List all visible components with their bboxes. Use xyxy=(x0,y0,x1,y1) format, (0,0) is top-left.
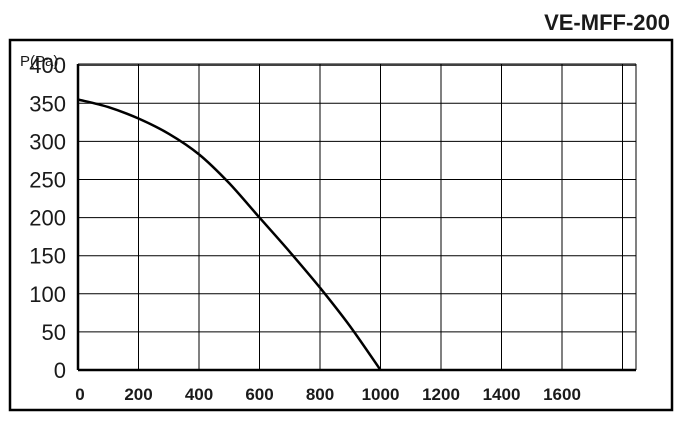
y-tick-label: 400 xyxy=(29,53,66,78)
x-tick-label: 800 xyxy=(306,385,334,404)
x-tick-label: 200 xyxy=(124,385,152,404)
y-tick-label: 200 xyxy=(29,206,66,231)
x-tick-label: 1000 xyxy=(362,385,400,404)
series-layer xyxy=(77,98,382,371)
y-tick-label: 0 xyxy=(54,358,66,383)
x-tick-label: 0 xyxy=(75,385,84,404)
axis-ticks: 0 50 100 150 200 250 300 350 400 0 200 400 600 800 100… xyxy=(29,53,581,404)
x-tick-label: 1200 xyxy=(422,385,460,404)
chart-title: VE-MFF-200 xyxy=(544,10,670,35)
y-tick-label: 50 xyxy=(42,320,66,345)
series-line xyxy=(77,98,382,371)
x-tick-label: 1600 xyxy=(543,385,581,404)
y-tick-label: 150 xyxy=(29,244,66,269)
y-tick-label: 350 xyxy=(29,91,66,116)
y-tick-label: 100 xyxy=(29,282,66,307)
x-tick-label: 600 xyxy=(245,385,273,404)
x-tick-label: 400 xyxy=(185,385,213,404)
y-tick-label: 300 xyxy=(29,129,66,154)
y-axis-label: P(Pa) xyxy=(20,53,58,70)
axes xyxy=(76,64,636,372)
grid xyxy=(78,63,637,370)
y-tick-label: 250 xyxy=(29,168,66,193)
chart-frame xyxy=(8,38,674,412)
x-tick-label: 1400 xyxy=(483,385,521,404)
